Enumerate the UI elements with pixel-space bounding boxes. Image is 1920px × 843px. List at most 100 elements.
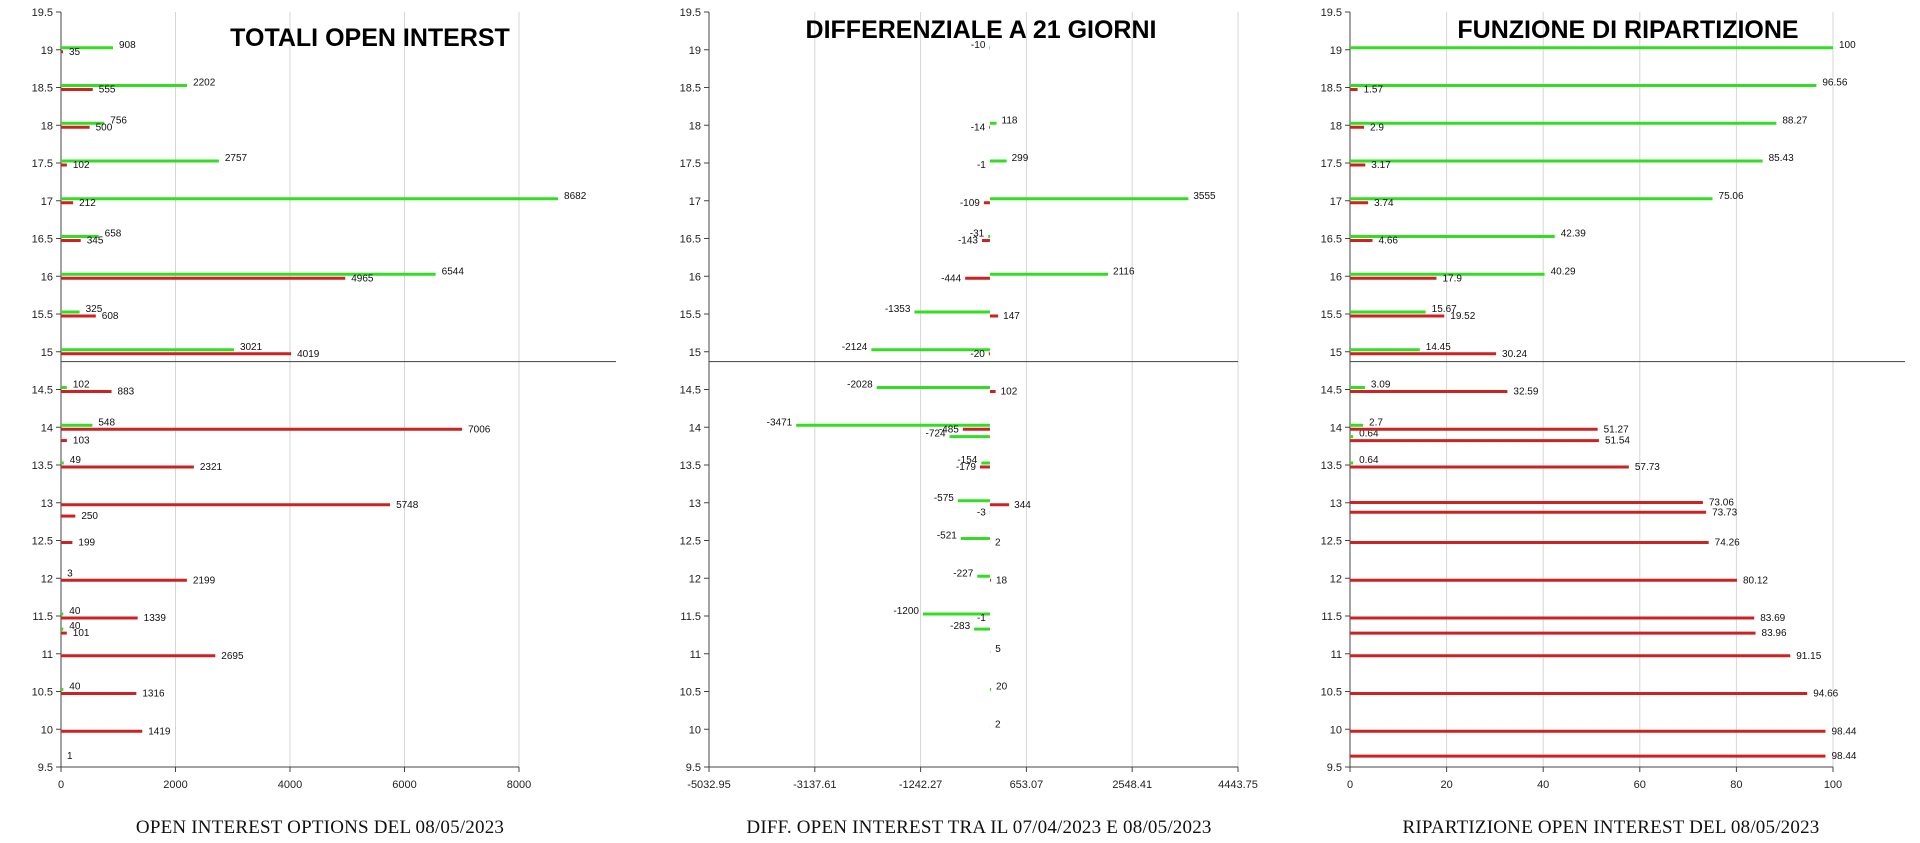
value-label: 20 xyxy=(996,682,1008,693)
value-label: 83.96 xyxy=(1762,628,1787,639)
y-tick-label: 12.5 xyxy=(32,536,53,548)
value-label: 2 xyxy=(995,538,1001,549)
value-label: 756 xyxy=(110,115,127,126)
value-label: 51.54 xyxy=(1605,436,1630,447)
x-tick-label: -1242.27 xyxy=(899,779,942,791)
value-label: 85.43 xyxy=(1769,153,1794,164)
value-label: 42.39 xyxy=(1561,229,1586,240)
value-label: 883 xyxy=(118,387,135,398)
value-label: -1 xyxy=(977,613,986,624)
value-label: 250 xyxy=(81,511,98,522)
chart-panel-differential: 9.5 10 10.5 11 11.5 12 12.5 13 13.5 14 14.5 15 15.5 1… xyxy=(640,0,1260,843)
y-tick-label: 9.5 xyxy=(686,762,701,774)
value-label: 3.74 xyxy=(1374,198,1394,209)
value-label: 2202 xyxy=(193,78,216,89)
y-tick-label: 19.5 xyxy=(32,7,53,19)
y-tick-label: 17.5 xyxy=(32,158,53,170)
y-tick-label: 11 xyxy=(42,649,53,661)
y-tick-label: 13 xyxy=(41,498,53,510)
value-label: -521 xyxy=(937,531,957,542)
value-label: 2 xyxy=(995,719,1001,730)
value-label: 345 xyxy=(87,236,104,247)
x-tick-label: 6000 xyxy=(392,779,416,791)
value-label: 73.06 xyxy=(1709,497,1734,508)
value-label: 3.17 xyxy=(1371,160,1391,171)
x-tick-label: -3137.61 xyxy=(793,779,836,791)
x-tick-label: 40 xyxy=(1537,779,1549,791)
y-tick-label: 14.5 xyxy=(32,385,53,397)
value-label: -14 xyxy=(971,122,986,133)
value-label: 1339 xyxy=(144,613,167,624)
y-tick-label: 12 xyxy=(41,573,53,585)
y-tick-label: 14 xyxy=(689,422,701,434)
value-label: 2199 xyxy=(193,575,216,586)
y-tick-label: 10.5 xyxy=(1321,687,1342,699)
value-label: 73.73 xyxy=(1712,507,1737,518)
value-label: 14.45 xyxy=(1426,342,1451,353)
y-tick-label: 15.5 xyxy=(32,309,53,321)
value-label: 19.52 xyxy=(1450,311,1475,322)
y-tick-label: 18.5 xyxy=(680,83,701,95)
y-tick-label: 17 xyxy=(1330,196,1342,208)
y-tick-label: 11.5 xyxy=(680,611,701,623)
value-label: 75.06 xyxy=(1719,191,1744,202)
y-tick-label: 17.5 xyxy=(680,158,701,170)
value-label: 17.9 xyxy=(1442,273,1462,284)
y-tick-label: 14.5 xyxy=(1321,385,1342,397)
y-tick-label: 19.5 xyxy=(1321,7,1342,19)
value-label: 1 xyxy=(67,751,73,762)
value-label: 83.69 xyxy=(1760,613,1785,624)
value-label: 2695 xyxy=(221,651,244,662)
value-label: -283 xyxy=(950,621,970,632)
value-label: 0.64 xyxy=(1359,455,1379,466)
chart-caption: DIFF. OPEN INTEREST TRA IL 07/04/2023 E … xyxy=(746,817,1212,838)
y-tick-label: 11 xyxy=(1331,649,1342,661)
value-label: 212 xyxy=(79,198,96,209)
value-label: -724 xyxy=(926,429,946,440)
y-tick-label: 15 xyxy=(41,347,53,359)
x-tick-label: 2548.41 xyxy=(1112,779,1152,791)
value-label: 1.57 xyxy=(1364,85,1384,96)
y-tick-label: 16 xyxy=(41,271,53,283)
value-label: -444 xyxy=(941,273,961,284)
y-tick-label: 16 xyxy=(689,271,701,283)
y-tick-label: 13.5 xyxy=(680,460,701,472)
value-label: 51.27 xyxy=(1604,424,1629,435)
value-label: -143 xyxy=(958,236,978,247)
y-tick-label: 15.5 xyxy=(1321,309,1342,321)
distribution-chart-svg: 9.5 10 10.5 11 11.5 12 12.5 13 13.5 14 14.5 15 15.5 1… xyxy=(1321,7,1905,791)
y-tick-label: 13.5 xyxy=(1321,460,1342,472)
y-tick-label: 9.5 xyxy=(38,762,53,774)
value-label: 49 xyxy=(70,455,82,466)
value-label: 118 xyxy=(1002,115,1018,126)
value-label: 2.9 xyxy=(1370,122,1384,133)
value-label: 88.27 xyxy=(1782,115,1807,126)
value-label: 555 xyxy=(99,85,116,96)
y-tick-label: 11.5 xyxy=(32,611,53,623)
y-tick-label: 19 xyxy=(689,45,701,57)
value-label: 18 xyxy=(996,575,1008,586)
chart-title: FUNZIONE DI RIPARTIZIONE xyxy=(1457,16,1799,44)
value-label: 500 xyxy=(96,122,113,133)
value-label: -20 xyxy=(970,349,985,360)
y-tick-label: 12 xyxy=(1330,573,1342,585)
chart-title: TOTALI OPEN INTERST xyxy=(230,24,510,52)
value-label: -109 xyxy=(960,198,980,209)
value-label: 94.66 xyxy=(1813,689,1838,700)
value-label: 40 xyxy=(69,621,81,632)
x-tick-label: 4000 xyxy=(278,779,302,791)
y-tick-label: 11.5 xyxy=(1321,611,1342,623)
value-label: 3555 xyxy=(1193,191,1216,202)
value-label: 4.66 xyxy=(1379,236,1399,247)
y-tick-label: 18.5 xyxy=(32,83,53,95)
value-label: 101 xyxy=(73,628,90,639)
value-label: 2.7 xyxy=(1369,417,1383,428)
value-label: -3 xyxy=(977,507,986,518)
y-tick-label: 12.5 xyxy=(1321,536,1342,548)
y-tick-label: 10 xyxy=(689,724,701,736)
value-label: 548 xyxy=(98,417,115,428)
value-label: 98.44 xyxy=(1831,726,1856,737)
x-tick-label: 4443.75 xyxy=(1218,779,1258,791)
y-tick-label: 13 xyxy=(1330,498,1342,510)
x-tick-label: 60 xyxy=(1634,779,1646,791)
